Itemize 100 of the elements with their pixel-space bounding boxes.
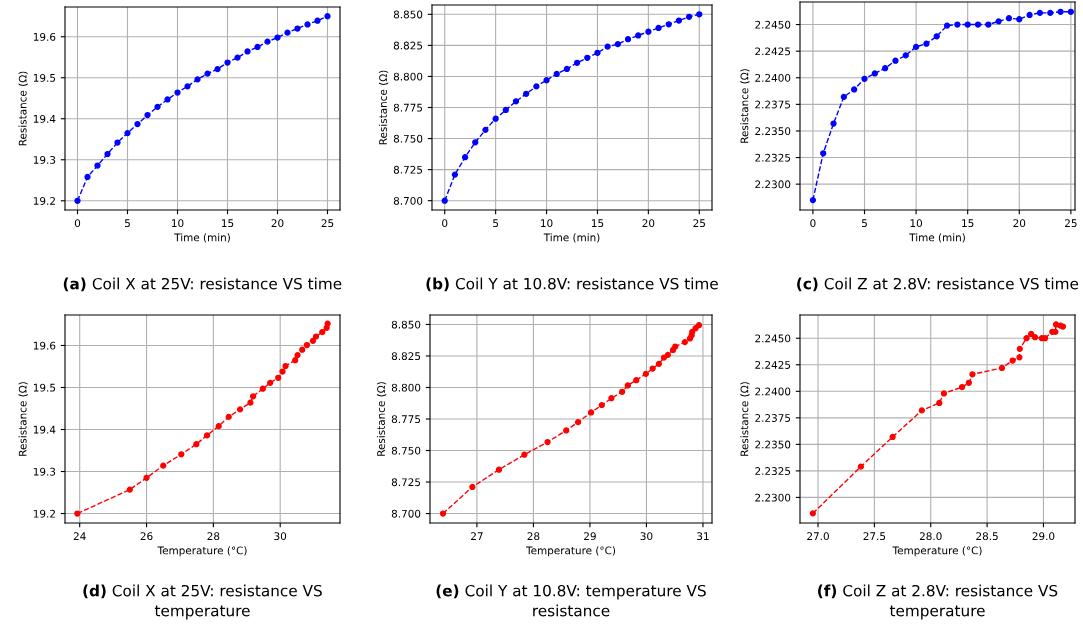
- point: [840, 93, 847, 101]
- point: [74, 510, 81, 517]
- point: [608, 395, 615, 402]
- point: [264, 38, 271, 45]
- point: [1067, 8, 1074, 15]
- point: [940, 390, 948, 397]
- point: [439, 510, 447, 517]
- x-tick-label: 30: [640, 532, 653, 541]
- point: [104, 150, 111, 158]
- point: [1031, 334, 1039, 341]
- x-tick-label: 26: [140, 532, 153, 541]
- point: [695, 322, 703, 329]
- x-axis-title: Time (min): [174, 233, 230, 243]
- point: [985, 21, 992, 28]
- point: [533, 83, 540, 90]
- point: [299, 346, 306, 353]
- point: [563, 65, 571, 73]
- point: [309, 337, 317, 344]
- point: [203, 432, 211, 439]
- y-tick-label: 2.2375: [755, 414, 791, 422]
- x-tick-label: 20: [1013, 219, 1026, 228]
- point: [319, 328, 326, 336]
- point: [193, 441, 200, 448]
- y-tick-label: 8.750: [393, 134, 423, 143]
- point: [912, 43, 920, 51]
- y-tick-label: 2.2450: [755, 334, 791, 343]
- point: [324, 320, 331, 327]
- point: [247, 399, 254, 406]
- point: [954, 21, 961, 28]
- point: [164, 96, 171, 103]
- point: [1026, 11, 1033, 19]
- y-tick-label: 19.4: [33, 114, 56, 123]
- x-axis-title: Time (min): [909, 233, 965, 243]
- y-tick-label: 8.825: [393, 41, 423, 50]
- x-tick-label: 0: [810, 219, 816, 228]
- point: [236, 406, 244, 413]
- point: [1047, 9, 1054, 16]
- x-tick-label: 10: [910, 219, 923, 228]
- point: [204, 70, 211, 77]
- point: [304, 21, 311, 28]
- point: [633, 377, 640, 384]
- point: [282, 362, 289, 370]
- point: [214, 66, 221, 73]
- point: [923, 40, 930, 47]
- x-tick-label: 25: [321, 219, 334, 228]
- x-axis-title: Temperature (°C): [892, 546, 982, 557]
- y-tick-label: 19.6: [33, 341, 56, 350]
- point: [943, 22, 951, 29]
- point: [215, 423, 222, 430]
- x-tick-label: 15: [962, 219, 974, 228]
- x-tick-label: 27.5: [863, 532, 886, 541]
- point: [604, 43, 611, 50]
- y-tick-label: 8.750: [391, 446, 421, 455]
- point: [889, 433, 896, 441]
- y-tick-label: 8.775: [391, 415, 421, 424]
- point: [573, 59, 581, 66]
- point: [998, 364, 1006, 372]
- point: [933, 33, 940, 40]
- y-axis-title: Resistance (Ω): [18, 382, 28, 456]
- point: [1005, 15, 1013, 22]
- point: [274, 34, 281, 41]
- point: [902, 52, 909, 59]
- x-tick-label: 29.0: [1032, 532, 1055, 541]
- y-tick-label: 8.700: [393, 196, 423, 205]
- point: [594, 49, 601, 56]
- point: [1023, 335, 1030, 342]
- text: (e) Coil Y at 10.8V: temperature VS resistance: [436, 584, 706, 617]
- point: [451, 171, 459, 178]
- point: [94, 162, 101, 169]
- point: [114, 139, 121, 146]
- x-tick-label: 27: [471, 532, 483, 540]
- x-tick-label: 25: [1065, 219, 1077, 228]
- point: [259, 385, 266, 392]
- y-axis-title: Resistance (Ω): [18, 71, 28, 146]
- point: [642, 370, 650, 377]
- point: [294, 25, 301, 32]
- point: [126, 486, 133, 493]
- point: [624, 36, 632, 43]
- point: [882, 65, 889, 72]
- point: [224, 59, 231, 66]
- y-tick-label: 8.725: [393, 165, 423, 174]
- y-tick-label: 2.2325: [755, 467, 791, 475]
- y-axis-title: Resistance (Ω): [740, 69, 750, 143]
- y-tick-label: 2.2300: [755, 180, 791, 189]
- point: [820, 150, 827, 157]
- point: [675, 17, 683, 24]
- point: [154, 103, 161, 110]
- point: [275, 374, 282, 381]
- point: [1009, 357, 1016, 364]
- point: [964, 21, 971, 28]
- y-axis-title: Resistance (Ω): [376, 382, 387, 456]
- y-axis-title: Resistance (Ω): [740, 382, 750, 456]
- point: [664, 351, 672, 358]
- y-tick-label: 19.3: [33, 467, 56, 476]
- x-tick-label: 15: [591, 219, 604, 228]
- x-tick-label: 20: [642, 219, 655, 228]
- x-tick-label: 10: [541, 219, 553, 228]
- y-tick-label: 8.825: [391, 352, 421, 361]
- point: [681, 338, 688, 346]
- point: [553, 70, 560, 78]
